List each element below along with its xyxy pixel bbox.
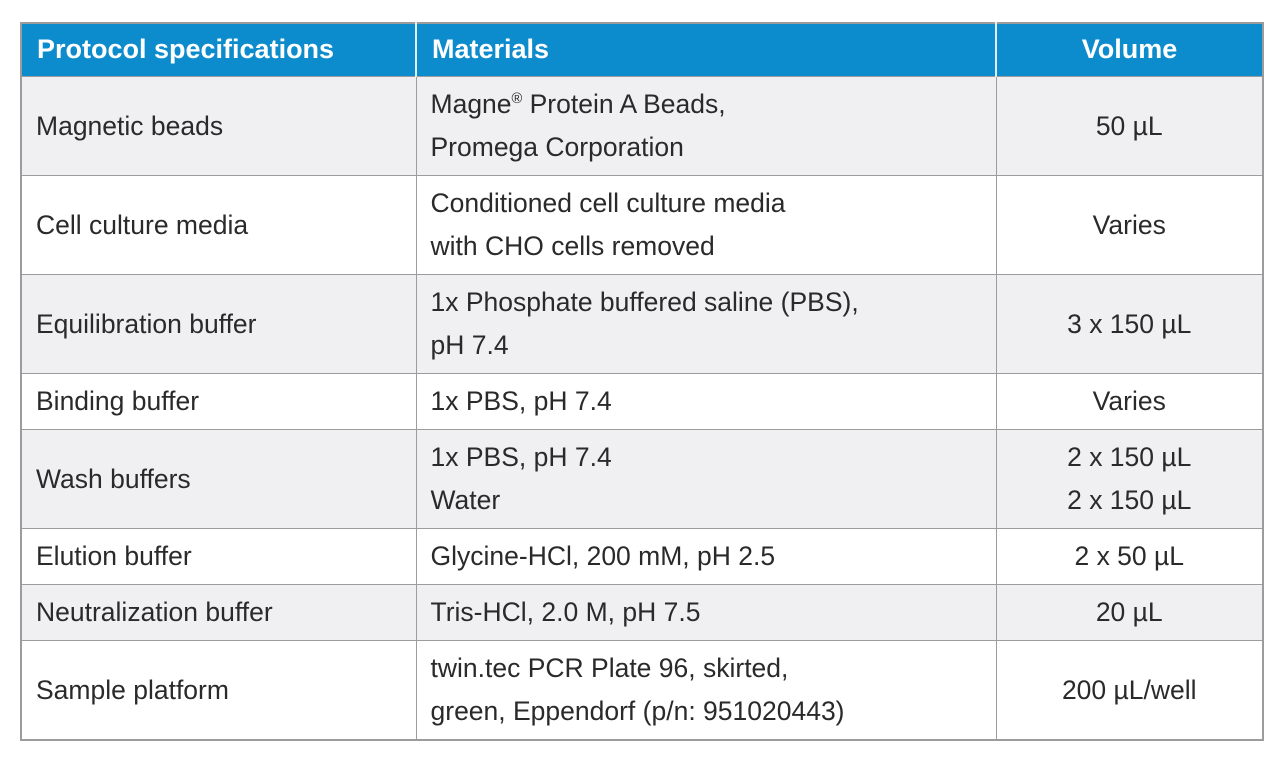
cell-protocol-specification: Sample platform bbox=[20, 640, 417, 741]
cell-line: 2 x 150 µL bbox=[1067, 485, 1192, 515]
cell-line: Promega Corporation bbox=[430, 132, 684, 162]
table-row: Magnetic beads Magne® Protein A Beads, Pro… bbox=[20, 76, 1264, 176]
cell-protocol-specification: Elution buffer bbox=[20, 528, 417, 585]
table-row: Equilibration buffer 1x Phosphate buffere… bbox=[20, 274, 1264, 374]
cell-materials: Magne® Protein A Beads, Promega Corporati… bbox=[415, 76, 997, 176]
cell-line: 20 µL bbox=[1095, 597, 1163, 627]
cell-materials: 1x PBS, pH 7.4 bbox=[415, 373, 997, 430]
cell-line: 1x Phosphate buffered saline (PBS), bbox=[430, 287, 859, 317]
cell-line: Water bbox=[430, 485, 501, 515]
cell-line: 1x PBS, pH 7.4 bbox=[430, 442, 612, 472]
registered-trademark-symbol: ® bbox=[511, 91, 523, 108]
protocol-materials-table: Protocol specifications Materials Volume… bbox=[20, 22, 1264, 741]
cell-protocol-specification: Magnetic beads bbox=[20, 76, 417, 176]
cell-materials: Glycine-HCl, 200 mM, pH 2.5 bbox=[415, 528, 997, 585]
cell-line: Elution buffer bbox=[36, 541, 192, 571]
table-body: Magnetic beads Magne® Protein A Beads, Pro… bbox=[20, 76, 1264, 741]
table-row: Wash buffers 1x PBS, pH 7.4 Water 2 x 150 µ… bbox=[20, 429, 1264, 529]
column-header-materials: Materials bbox=[415, 22, 997, 77]
cell-line: Tris-HCl, 2.0 M, pH 7.5 bbox=[430, 597, 701, 627]
cell-line: with CHO cells removed bbox=[430, 231, 715, 261]
cell-line: Glycine-HCl, 200 mM, pH 2.5 bbox=[430, 541, 776, 571]
cell-protocol-specification: Equilibration buffer bbox=[20, 274, 417, 374]
column-header-protocol-specifications: Protocol specifications bbox=[20, 22, 417, 77]
cell-line: Varies bbox=[1092, 386, 1166, 416]
cell-protocol-specification: Binding buffer bbox=[20, 373, 417, 430]
cell-volume: 20 µL bbox=[995, 584, 1264, 641]
cell-line: twin.tec PCR Plate 96, skirted, bbox=[430, 653, 789, 683]
cell-line: Conditioned cell culture media bbox=[430, 188, 786, 218]
cell-line: Cell culture media bbox=[36, 209, 249, 240]
cell-line: 50 µL bbox=[1095, 110, 1163, 141]
cell-materials: 1x Phosphate buffered saline (PBS), pH 7.… bbox=[415, 274, 997, 374]
header-row: Protocol specifications Materials Volume bbox=[20, 22, 1264, 77]
table-row: Sample platform twin.tec PCR Plate 96, sk… bbox=[20, 640, 1264, 741]
cell-line: green, Eppendorf (p/n: 951020443) bbox=[430, 696, 845, 726]
cell-line: 200 µL/well bbox=[1061, 674, 1197, 705]
cell-line: Sample platform bbox=[36, 674, 229, 705]
cell-line: pH 7.4 bbox=[430, 330, 509, 360]
cell-protocol-specification: Wash buffers bbox=[20, 429, 417, 529]
cell-volume: 2 x 50 µL bbox=[995, 528, 1264, 585]
cell-line: 1x PBS, pH 7.4 bbox=[430, 386, 612, 416]
table-row: Elution buffer Glycine-HCl, 200 mM, pH 2.… bbox=[20, 528, 1264, 585]
cell-protocol-specification: Neutralization buffer bbox=[20, 584, 417, 641]
cell-volume: 50 µL bbox=[995, 76, 1264, 176]
cell-materials: twin.tec PCR Plate 96, skirted, green, Ep… bbox=[415, 640, 997, 741]
table-row: Neutralization buffer Tris-HCl, 2.0 M, pH… bbox=[20, 584, 1264, 641]
cell-line: 2 x 150 µL bbox=[1067, 442, 1192, 472]
cell-line: 2 x 50 µL bbox=[1074, 541, 1185, 571]
column-header-volume: Volume bbox=[995, 22, 1264, 77]
cell-materials: Conditioned cell culture media with CHO c… bbox=[415, 175, 997, 275]
cell-protocol-specification: Cell culture media bbox=[20, 175, 417, 275]
cell-line: Varies bbox=[1092, 209, 1166, 240]
cell-volume: 3 x 150 µL bbox=[995, 274, 1264, 374]
cell-materials: 1x PBS, pH 7.4 Water bbox=[415, 429, 997, 529]
cell-volume: 200 µL/well bbox=[995, 640, 1264, 741]
cell-line: Equilibration buffer bbox=[36, 308, 257, 339]
cell-line: 3 x 150 µL bbox=[1067, 308, 1192, 339]
table-row: Binding buffer 1x PBS, pH 7.4 Varies bbox=[20, 373, 1264, 430]
cell-volume: Varies bbox=[995, 175, 1264, 275]
cell-line: Magnetic beads bbox=[36, 110, 224, 141]
cell-line: Wash buffers bbox=[36, 463, 191, 494]
cell-line: Binding buffer bbox=[36, 386, 200, 416]
cell-line: Magne® Protein A Beads, bbox=[430, 89, 726, 119]
cell-materials: Tris-HCl, 2.0 M, pH 7.5 bbox=[415, 584, 997, 641]
cell-volume: Varies bbox=[995, 373, 1264, 430]
cell-volume: 2 x 150 µL 2 x 150 µL bbox=[995, 429, 1264, 529]
cell-line: Neutralization buffer bbox=[36, 597, 273, 627]
table-row: Cell culture media Conditioned cell cultu… bbox=[20, 175, 1264, 275]
